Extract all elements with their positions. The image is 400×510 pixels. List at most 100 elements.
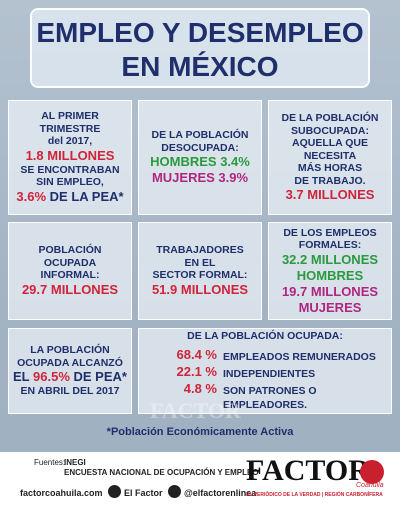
twitter: @elfactorenlinea	[184, 488, 257, 498]
text-segment: 19.7 MILLONES	[281, 283, 379, 299]
text-segment: HOMBRES	[296, 267, 364, 283]
text-line: del 2017,	[9, 135, 131, 148]
item: 68.4 % EMPLEADOS REMUNERADOS	[169, 346, 391, 364]
text-segment: TRIMESTRE	[39, 122, 101, 135]
text-line: HOMBRES	[269, 268, 391, 284]
text-segment: DE LA POBLACIÓN OCUPADA:	[187, 330, 343, 343]
title-line: EN MÉXICO	[121, 51, 279, 82]
text-line: OCUPADA ALCANZÓ	[9, 357, 131, 370]
item-label-line: SON PATRONES O	[223, 384, 317, 397]
text-line: EL 96.5% DE PEA*	[9, 369, 131, 385]
title-box: EMPLEO Y DESEMPLEO EN MÉXICO	[30, 8, 370, 88]
text-segment: SE ENCONTRABAN	[20, 163, 120, 176]
tagline: EL PERIÓDICO DE LA VERDAD | REGIÓN CARBO…	[246, 492, 383, 498]
text-line: 29.7 MILLONES	[9, 282, 131, 298]
text-segment: SUBOCUPADA:	[291, 124, 369, 137]
text-segment: EN ABRIL DEL 2017	[20, 385, 120, 398]
cell: DE LA POBLACIÓN DESOCUPADA: HOMBRES 3.4% MU…	[138, 100, 262, 215]
facebook-icon	[108, 485, 121, 498]
text-line: LA POBLACIÓN	[9, 344, 131, 357]
item-label: SON PATRONES O EMPLEADORES.	[223, 383, 317, 412]
item-label-line: EMPLEADORES.	[223, 398, 308, 411]
item-list: 68.4 % EMPLEADOS REMUNERADOS 22.1 % INDEPEN…	[139, 346, 391, 412]
title-line: EMPLEO Y DESEMPLEO	[36, 17, 364, 48]
text-segment: OCUPADA	[43, 256, 97, 269]
cell: POBLACIÓN OCUPADA INFORMAL: 29.7 MILLONES	[8, 222, 132, 320]
text-segment: HOMBRES 3.4%	[150, 154, 250, 169]
text-line: 51.9 MILLONES	[139, 282, 261, 298]
text-segment: 32.2 MILLONES	[281, 251, 379, 267]
text-segment: DE PEA*	[69, 369, 127, 385]
footer: Fuentes: INEGI ENCUESTA NACIONAL DE OCUP…	[0, 452, 400, 510]
item: 4.8 % SON PATRONES O EMPLEADORES.	[169, 380, 391, 412]
text-line: SECTOR FORMAL:	[139, 269, 261, 282]
text-segment: EL	[13, 369, 34, 385]
text-line: TRIMESTRE	[9, 123, 131, 136]
text-segment: 51.9 MILLONES	[151, 281, 249, 297]
twitter-icon	[168, 485, 181, 498]
website: factorcoahuila.com	[20, 488, 103, 498]
text-line: 1.8 MILLONES	[9, 148, 131, 164]
text-segment: 96.5%	[33, 369, 70, 385]
item-value: 22.1 %	[176, 363, 217, 379]
text-line: DE LOS EMPLEOS	[269, 227, 391, 240]
text-segment: SIN EMPLEO,	[36, 176, 104, 189]
text-segment: MUJERES 3.9%	[151, 170, 249, 185]
text-segment: TRABAJADORES	[156, 244, 244, 257]
text-line: AL PRIMER	[9, 110, 131, 123]
text-line: EN EL	[139, 257, 261, 270]
cell: LA POBLACIÓN OCUPADA ALCANZÓ EL 96.5% DE P…	[8, 328, 132, 414]
text-line: HOMBRES 3.4%	[139, 154, 261, 170]
facebook: El Factor	[124, 488, 163, 498]
text-line: MUJERES 3.9%	[139, 170, 261, 186]
item-value: 4.8 %	[183, 380, 217, 396]
text-line: MUJERES	[269, 300, 391, 316]
text-line: INFORMAL:	[9, 269, 131, 282]
cell: DE LOS EMPLEOS FORMALES: 32.2 MILLONES HOMB…	[268, 222, 392, 320]
text-segment: INFORMAL:	[40, 269, 100, 282]
text-line: DE LA POBLACIÓN	[139, 129, 261, 142]
text-line: MÁS HORAS	[269, 162, 391, 175]
text-line: DE LA POBLACIÓN	[269, 112, 391, 125]
item-label: INDEPENDIENTES	[223, 366, 315, 381]
footnote: *Población Económicamente Activa	[106, 426, 294, 438]
text-line: 32.2 MILLONES	[269, 252, 391, 268]
text-line: NECESITA	[269, 150, 391, 163]
text-segment: EN EL	[184, 256, 216, 269]
item-value: 68.4 %	[176, 346, 217, 362]
text-segment: LA POBLACIÓN	[30, 344, 110, 357]
item: 22.1 % INDEPENDIENTES	[169, 363, 391, 381]
logo-emblem	[360, 460, 384, 484]
text-segment: 1.8 MILLONES	[25, 147, 115, 163]
text-line: SE ENCONTRABAN	[9, 164, 131, 177]
text-line: 19.7 MILLONES	[269, 284, 391, 300]
text-segment: 29.7 MILLONES	[21, 281, 119, 297]
logo: FACTOR	[246, 454, 370, 487]
text-line: DE LA POBLACIÓN OCUPADA:	[139, 330, 391, 343]
text-segment: FORMALES:	[298, 239, 362, 251]
logo-region: Coahuila	[356, 482, 384, 489]
text-segment: 3.7 MILLONES	[285, 187, 375, 202]
text-line: DESOCUPADA:	[139, 142, 261, 155]
text-line: SIN EMPLEO,	[9, 176, 131, 189]
text-segment: AQUELLA QUE	[291, 137, 369, 149]
text-segment: DE TRABAJO.	[294, 174, 366, 187]
text-line: 3.7 MILLONES	[269, 187, 391, 203]
source: INEGI	[64, 458, 86, 467]
text-segment: SECTOR FORMAL:	[152, 269, 248, 282]
text-line: SUBOCUPADA:	[269, 125, 391, 138]
text-segment: 3.6%	[16, 188, 47, 204]
item-label-line: EMPLEADOS REMUNERADOS	[223, 350, 376, 363]
text-line: TRABAJADORES	[139, 244, 261, 257]
text-segment: DE LA POBLACIÓN	[151, 129, 249, 141]
item-label: EMPLEADOS REMUNERADOS	[223, 349, 376, 364]
text-line: EN ABRIL DEL 2017	[9, 385, 131, 398]
text-segment: DESOCUPADA:	[161, 141, 239, 154]
text-segment: MUJERES	[298, 299, 362, 315]
text-segment: NECESITA	[303, 149, 357, 162]
text-line: 3.6% DE LA PEA*	[9, 189, 131, 205]
text-line: DE TRABAJO.	[269, 175, 391, 188]
text-segment: MÁS HORAS	[297, 162, 363, 174]
source: ENCUESTA NACIONAL DE OCUPACIÓN Y EMPLEO	[64, 468, 259, 477]
